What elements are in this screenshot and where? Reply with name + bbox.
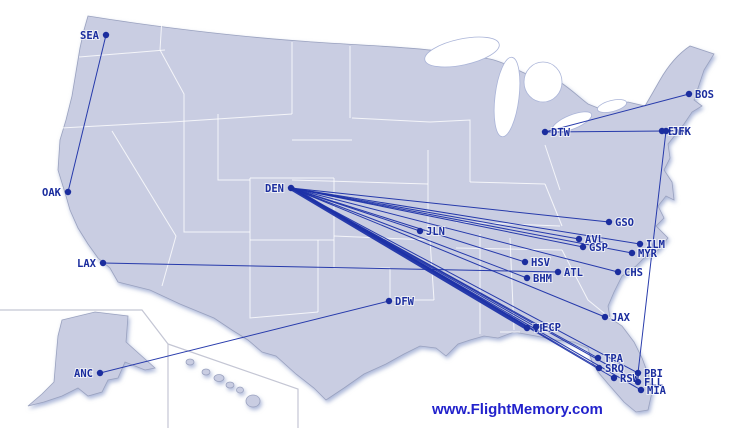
airport-label-dfw: DFW [395, 296, 415, 308]
airport-label-pbi: PBI [644, 368, 663, 380]
airport-dot-oak[interactable] [64, 188, 72, 196]
airport-dot-lax[interactable] [99, 259, 107, 267]
airport-label-ewr: EWR [668, 126, 688, 138]
route-dtw-bos [544, 93, 690, 133]
airport-label-jfk: JFK [672, 126, 692, 138]
state-borders [60, 17, 611, 334]
airport-label-avl: AVL [585, 234, 604, 246]
great-lakes [424, 36, 628, 138]
airport-dot-jln[interactable] [416, 227, 424, 235]
airport-dot-gsp[interactable] [579, 243, 587, 251]
airport-dot-dfw[interactable] [385, 297, 393, 305]
airport-dot-atl[interactable] [554, 268, 562, 276]
airport-label-sea: SEA [80, 30, 100, 42]
airport-dot-vps[interactable] [523, 324, 531, 332]
airport-dot-ilm[interactable] [636, 240, 644, 248]
route-den-mia [290, 187, 642, 391]
route-den-fll [290, 187, 639, 383]
routes-layer [67, 34, 690, 391]
airport-dot-srq[interactable] [595, 364, 603, 372]
airport-dot-mia[interactable] [637, 386, 645, 394]
airport-label-gso: GSO [615, 217, 634, 229]
airport-label-den: DEN [265, 183, 284, 195]
route-dtw-jfk [544, 130, 667, 133]
hawaii-inset-border [167, 343, 299, 428]
airport-label-gsp: GSP [589, 242, 608, 254]
landmass-layer [27, 15, 715, 413]
airport-label-hsv: HSV [531, 257, 551, 269]
airport-label-dtw: DTW [551, 127, 571, 139]
airport-label-bhm: BHM [533, 273, 552, 285]
airport-dot-ecp[interactable] [532, 323, 540, 331]
route-den-myr [290, 187, 633, 254]
airport-dot-chs[interactable] [614, 268, 622, 276]
inset-borders [0, 309, 299, 428]
airport-label-tpa: TPA [604, 353, 624, 365]
airport-label-oak: OAK [42, 187, 62, 199]
airport-label-atl: ATL [564, 267, 583, 279]
airport-dot-tpa[interactable] [594, 354, 602, 362]
route-lax-atl [102, 262, 559, 273]
airport-dot-fll[interactable] [634, 378, 642, 386]
contiguous-us-outline [57, 15, 715, 413]
airport-dot-bhm[interactable] [523, 274, 531, 282]
airport-dot-bos[interactable] [685, 90, 693, 98]
route-den-jax [290, 187, 606, 318]
route-den-gsp [290, 187, 584, 248]
airport-dot-pbi[interactable] [634, 369, 642, 377]
route-den-ilm [290, 187, 641, 245]
airport-label-anc: ANC [74, 368, 93, 380]
alaska-outline [27, 311, 156, 407]
route-den-chs [290, 187, 619, 273]
route-den-pbi [290, 187, 639, 374]
airport-dot-den[interactable] [287, 184, 295, 192]
airport-dot-anc[interactable] [96, 369, 104, 377]
airport-dot-dtw[interactable] [541, 128, 549, 136]
airport-label-lax: LAX [77, 258, 97, 270]
airport-dot-hsv[interactable] [521, 258, 529, 266]
airport-label-bos: BOS [695, 89, 714, 101]
route-sea-oak [67, 34, 107, 193]
airport-dot-myr[interactable] [628, 249, 636, 257]
airport-label-mia: MIA [647, 385, 667, 397]
route-den-gso [290, 187, 610, 223]
airport-label-jax: JAX [611, 312, 631, 324]
route-jfk-pbi [637, 130, 667, 374]
airport-label-ilm: ILM [646, 239, 665, 251]
airport-label-ecp: ECP [542, 322, 561, 334]
airport-label-fll: FLL [644, 377, 663, 389]
airport-dot-rsw[interactable] [610, 374, 618, 382]
airport-dot-jax[interactable] [601, 313, 609, 321]
airport-label-srq: SRQ [605, 363, 624, 375]
route-den-rsw [290, 187, 615, 379]
airport-label-chs: CHS [624, 267, 643, 279]
airport-dot-jfk[interactable] [662, 127, 670, 135]
flightmemory-watermark: www.FlightMemory.com [431, 401, 603, 418]
route-den-hsv [290, 187, 526, 263]
route-den-avl [290, 187, 580, 240]
route-den-bhm [290, 187, 528, 279]
airport-dot-gso[interactable] [605, 218, 613, 226]
alaska-inset-border [0, 309, 169, 428]
airport-label-jln: JLN [426, 226, 445, 238]
airport-dot-avl[interactable] [575, 235, 583, 243]
airport-dot-sea[interactable] [102, 31, 110, 39]
hawaii-outline [185, 358, 261, 408]
route-anc-dfw [99, 300, 390, 374]
airport-label-myr: MYR [638, 248, 658, 260]
